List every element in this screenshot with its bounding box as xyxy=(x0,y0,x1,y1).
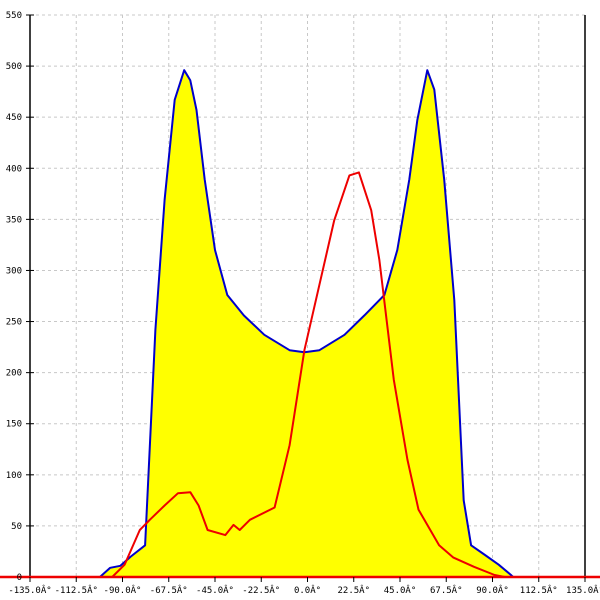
x-tick-label: 22.5Â° xyxy=(337,584,370,596)
x-tick-label: -22.5Â° xyxy=(242,584,280,596)
series-area-0 xyxy=(99,70,514,577)
x-tick-label: -45.0Â° xyxy=(196,584,234,596)
x-tick-label: 135.0Â° xyxy=(566,584,600,596)
x-tick-label: -90.0Â° xyxy=(104,584,142,596)
y-tick-label: 250 xyxy=(6,318,22,328)
x-tick-label: 45.0Â° xyxy=(384,584,417,596)
y-tick-label: 400 xyxy=(6,164,22,174)
y-tick-label: 550 xyxy=(6,11,22,21)
x-tick-label: 0.0Â° xyxy=(294,584,321,596)
x-tick-label: -112.5Â° xyxy=(55,584,98,596)
y-tick-label: 350 xyxy=(6,215,22,225)
series-line-1 xyxy=(111,171,505,578)
y-tick-label: 100 xyxy=(6,471,22,481)
x-tick-label: -67.5Â° xyxy=(150,584,188,596)
x-tick-label: 112.5Â° xyxy=(520,584,558,596)
y-tick-label: 500 xyxy=(6,62,22,72)
y-tick-label: 300 xyxy=(6,266,22,276)
y-tick-label: 0 xyxy=(17,573,22,583)
y-tick-label: 200 xyxy=(6,369,22,379)
y-tick-label: 450 xyxy=(6,113,22,123)
x-tick-label: -135.0Â° xyxy=(8,584,51,596)
series-layer xyxy=(99,69,514,578)
y-tick-label: 150 xyxy=(6,420,22,430)
axes xyxy=(0,14,600,582)
x-tick-label: 90.0Â° xyxy=(476,584,509,596)
x-tick-label: 67.5Â° xyxy=(430,584,463,596)
x-tick-labels: -135.0Â° -112.5Â° -90.0Â° -67.5Â° -45.0Â° -22… xyxy=(8,584,600,596)
y-tick-label: 50 xyxy=(11,522,22,532)
y-tick-labels: 0 50 100 150 200 250 300 350 400 450 500 550 xyxy=(6,11,22,583)
